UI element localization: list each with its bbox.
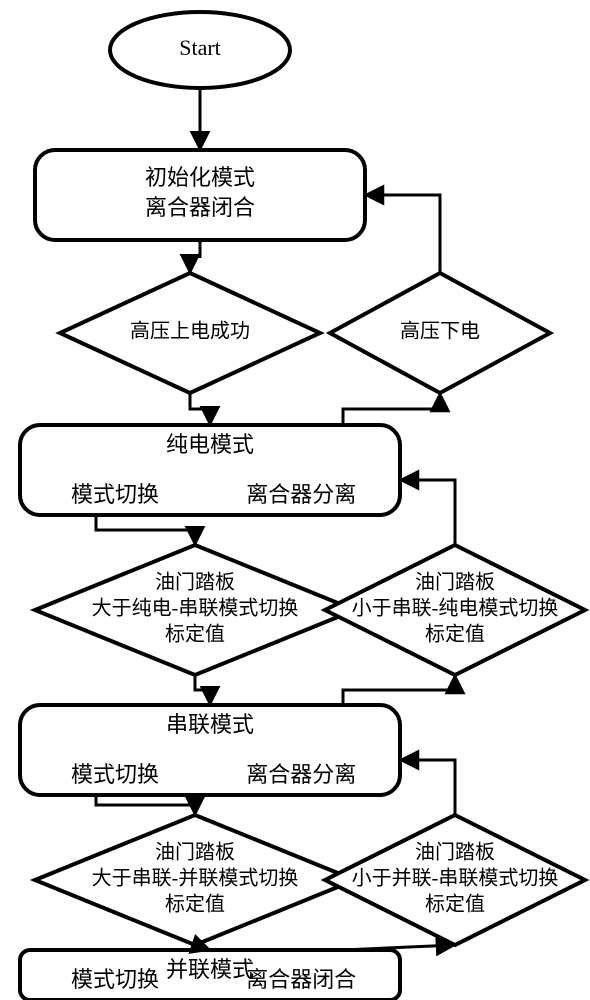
pureEV-right-label: 离合器分离 <box>246 482 356 507</box>
edge-init-hvon <box>190 240 200 273</box>
edge-hvon-pureEV <box>190 393 210 425</box>
edge-pureEV-hvoff <box>343 393 440 425</box>
pedal1L-label-1: 大于纯电-串联模式切换 <box>92 597 299 620</box>
pedal2R-label-2: 标定值 <box>425 893 485 916</box>
pedal2L-label-0: 油门踏板 <box>155 841 235 864</box>
edge-pedal1R-pureEV <box>400 480 455 545</box>
init-label-0: 初始化模式 <box>145 165 255 190</box>
edge-pureEV-pedal1L <box>96 515 195 545</box>
edge-parallel-pedal2R <box>343 945 455 950</box>
pedal1R-label-2: 标定值 <box>425 623 485 646</box>
series-right-label: 离合器分离 <box>246 762 356 787</box>
start-label: Start <box>179 35 221 60</box>
pedal2L-label-2: 标定值 <box>165 893 225 916</box>
pedal1L-label-2: 标定值 <box>165 623 225 646</box>
pedal2L-label-1: 大于串联-并联模式切换 <box>92 867 299 890</box>
pedal2R-label-0: 油门踏板 <box>415 841 495 864</box>
series-title: 串联模式 <box>166 712 254 737</box>
edge-hvoff-init <box>365 195 440 273</box>
edge-pedal2R-series <box>400 760 455 815</box>
pureEV-title: 纯电模式 <box>166 432 254 457</box>
series-left-label: 模式切换 <box>71 762 159 787</box>
pedal1R-label-1: 小于串联-纯电模式切换 <box>352 597 559 620</box>
pedal1R-label-0: 油门踏板 <box>415 571 495 594</box>
edge-pedal1L-series <box>195 675 210 705</box>
edge-series-pedal2L <box>96 795 195 815</box>
edge-series-pedal1R <box>343 675 455 705</box>
pureEV-left-label: 模式切换 <box>71 482 159 507</box>
parallel-title: 并联模式 <box>166 957 254 982</box>
pedal1L-label-0: 油门踏板 <box>155 571 235 594</box>
hvoff-label-0: 高压下电 <box>400 320 480 343</box>
parallel-left-label: 模式切换 <box>71 967 159 992</box>
flowchart-canvas: Start初始化模式离合器闭合高压上电成功高压下电纯电模式模式切换离合器分离油门… <box>0 0 590 1000</box>
pedal2R-label-1: 小于并联-串联模式切换 <box>352 867 559 890</box>
parallel-right-label: 离合器闭合 <box>246 967 356 992</box>
init-label-1: 离合器闭合 <box>145 195 255 220</box>
hvon-label-0: 高压上电成功 <box>130 320 250 343</box>
